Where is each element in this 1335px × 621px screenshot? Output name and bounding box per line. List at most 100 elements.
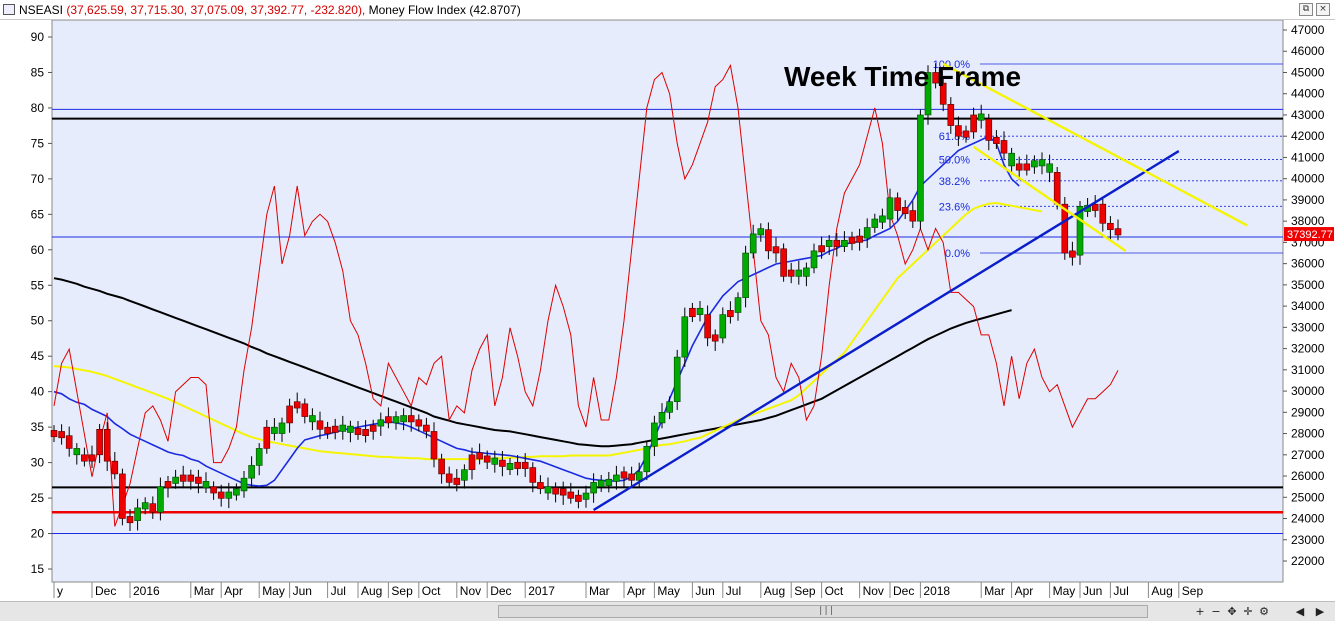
settings-icon[interactable]: ⚙ xyxy=(1259,605,1269,618)
scroll-grip-icon: ||| xyxy=(818,606,835,616)
left-axis-label: 45 xyxy=(31,349,45,363)
right-axis-label: 45000 xyxy=(1291,65,1325,79)
candle xyxy=(423,417,430,439)
candle-body xyxy=(430,431,438,460)
candle-body xyxy=(651,422,658,447)
candle-body xyxy=(590,482,597,494)
pan-icon[interactable]: ✛ xyxy=(1243,605,1253,618)
candle-body xyxy=(248,465,255,479)
candle-body xyxy=(255,448,263,466)
left-axis-label: 50 xyxy=(31,314,45,328)
candle-body xyxy=(635,471,643,481)
candle xyxy=(613,465,620,490)
restore-icon[interactable]: ⧉ xyxy=(1299,3,1313,16)
close-icon[interactable]: × xyxy=(1316,3,1330,16)
candle xyxy=(886,188,894,228)
candle xyxy=(643,440,651,481)
candle-body xyxy=(73,448,81,456)
candle xyxy=(780,243,787,282)
candle xyxy=(552,482,559,503)
title-bar: NSEASI (37,625.59, 37,715.30, 37,075.09,… xyxy=(0,0,1335,20)
right-axis-label: 42000 xyxy=(1291,129,1325,143)
candle-body xyxy=(628,473,635,481)
x-axis-label: Apr xyxy=(1015,584,1034,598)
ma-black-line xyxy=(53,277,1012,448)
scroll-right-icon[interactable]: ▶ xyxy=(1315,605,1325,618)
scroll-left-icon[interactable]: ◀ xyxy=(1295,605,1305,618)
candle-body xyxy=(597,479,605,487)
candle-body xyxy=(567,491,575,499)
candle xyxy=(1023,154,1031,176)
candle-body xyxy=(962,130,970,138)
x-axis-label: Aug xyxy=(764,584,785,598)
candle-body xyxy=(909,210,917,222)
candle-body xyxy=(711,334,719,342)
candle xyxy=(453,469,461,492)
candle xyxy=(407,406,415,432)
candle xyxy=(939,77,947,112)
candle-body xyxy=(423,424,430,432)
left-axis-label: 90 xyxy=(31,30,45,44)
scroll-thumb[interactable] xyxy=(498,605,1148,618)
candle-body xyxy=(210,486,217,494)
candle xyxy=(50,425,58,443)
candle xyxy=(354,421,362,440)
horizontal-scrollbar[interactable]: ||| + − ✥ ✛ ⚙ ◀ ▶ xyxy=(0,601,1335,621)
x-axis-label: May xyxy=(1053,584,1076,598)
candle-body xyxy=(575,494,582,502)
zoom-out-icon[interactable]: − xyxy=(1211,605,1221,618)
candle xyxy=(1000,131,1008,160)
x-axis-label: Aug xyxy=(1151,584,1172,598)
candle-body xyxy=(400,415,407,423)
candle xyxy=(544,477,552,500)
candle xyxy=(575,489,582,509)
fit-icon[interactable]: ✥ xyxy=(1227,605,1237,618)
candle-body xyxy=(803,267,810,277)
candle xyxy=(309,408,316,431)
candle xyxy=(65,426,73,457)
candle xyxy=(947,97,955,134)
candle xyxy=(347,420,354,443)
x-axis-label: Dec xyxy=(95,584,116,598)
candle-body xyxy=(1099,203,1107,224)
candle xyxy=(286,398,293,433)
candle xyxy=(955,116,962,146)
candle xyxy=(331,418,339,440)
x-axis-label: Jun xyxy=(695,584,714,598)
candle-body xyxy=(841,239,848,247)
candle-body xyxy=(871,218,879,228)
candle-body xyxy=(1015,163,1023,171)
zoom-in-icon[interactable]: + xyxy=(1195,605,1205,618)
right-axis-label: 38000 xyxy=(1291,214,1325,228)
candle-body xyxy=(149,503,157,513)
candle-body xyxy=(1076,205,1084,256)
candle xyxy=(415,414,423,432)
candle xyxy=(514,455,521,476)
x-axis-label: 2017 xyxy=(528,584,555,598)
chart-plot[interactable]: 100.0% 61.8% 50.0% 38.2% 23.6% 0.0% 15 20 25 30 3… xyxy=(0,0,1335,601)
left-axis-label: 75 xyxy=(31,136,45,150)
candle xyxy=(119,468,126,526)
right-axis-label: 43000 xyxy=(1291,108,1325,122)
candle-body xyxy=(673,356,681,403)
last-price-tag xyxy=(1284,227,1334,242)
candle-body xyxy=(886,197,894,220)
candle xyxy=(666,396,673,420)
candle-body xyxy=(324,426,331,434)
candle-body xyxy=(742,252,749,298)
candle-body xyxy=(901,207,909,215)
candle xyxy=(909,201,917,228)
candle xyxy=(217,484,225,507)
candle-body xyxy=(438,458,445,475)
candle-body xyxy=(347,425,354,433)
x-axis-label: Jul xyxy=(726,584,741,598)
candle-body xyxy=(377,419,385,427)
candle-body xyxy=(65,435,73,449)
x-axis-label: Apr xyxy=(627,584,646,598)
candle xyxy=(567,482,575,504)
candle-body xyxy=(491,457,499,465)
right-axis-label: 32000 xyxy=(1291,342,1325,356)
candle-body xyxy=(582,492,590,500)
candle-body xyxy=(939,82,947,105)
candle xyxy=(529,462,537,493)
